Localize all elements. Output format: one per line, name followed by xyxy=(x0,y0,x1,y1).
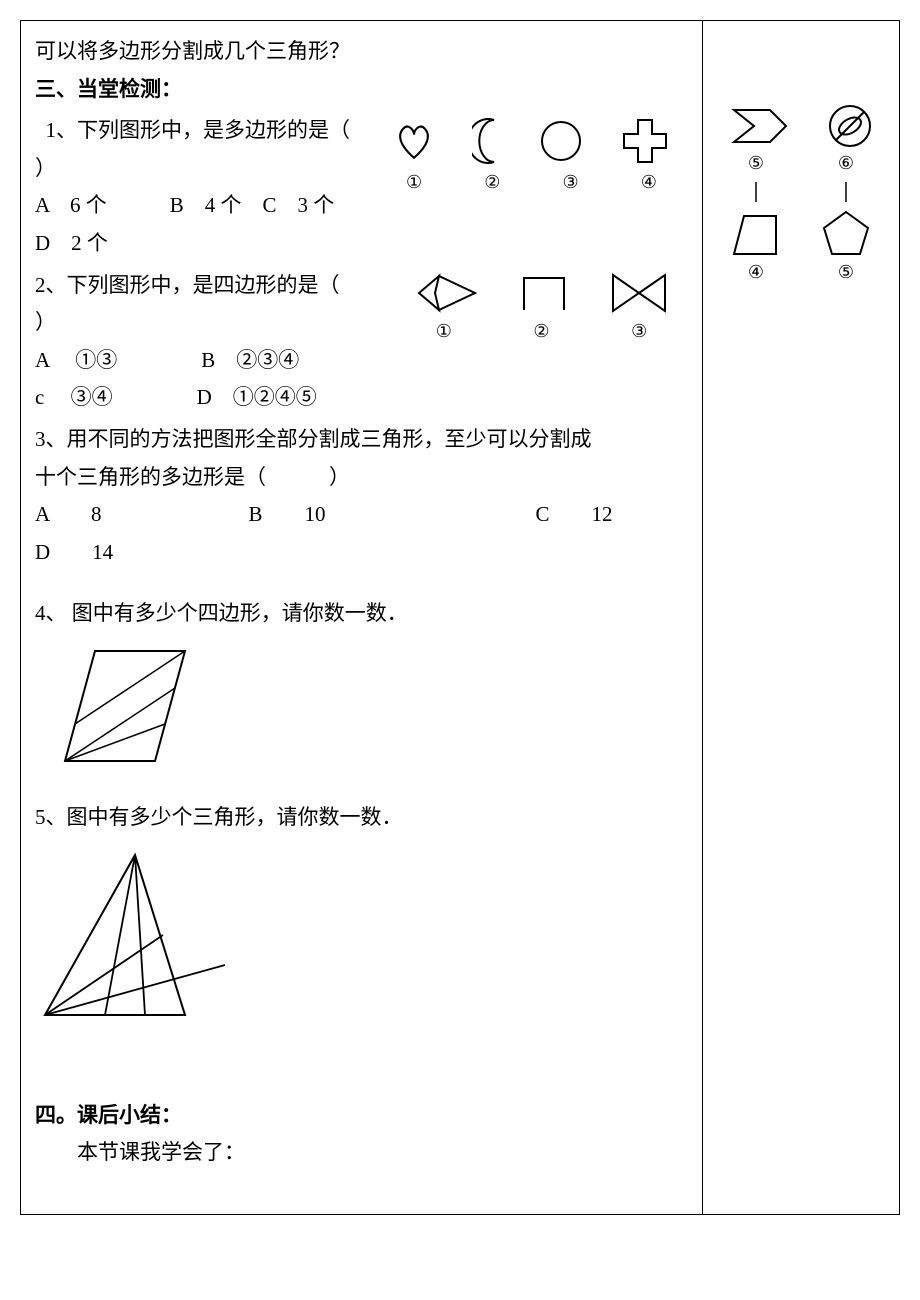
section4-body: 本节课我学会了： xyxy=(77,1136,688,1170)
intro-line: 可以将多边形分割成几个三角形？ xyxy=(35,35,688,69)
arrow-shape-icon xyxy=(415,272,479,314)
q2-label-2: ② xyxy=(533,321,549,342)
q1-stem-a: 1、下列图形中，是多边形的是（ xyxy=(46,114,376,148)
q5-stem: 5、图中有多少个三角形，请你数一数． xyxy=(35,801,688,835)
heart-icon xyxy=(393,120,435,162)
q2-label-4: ④ xyxy=(748,262,764,283)
q1-label-5: ⑤ xyxy=(748,153,764,174)
q1-figures xyxy=(375,116,688,166)
side-column: ⑤ ⑥ ④ ⑤ xyxy=(703,21,899,1214)
q4-figure xyxy=(55,641,688,771)
q2-label-3: ③ xyxy=(631,321,647,342)
q1-opts1: A 6 个 B 4 个 C 3 个 xyxy=(35,189,375,223)
tick-icon xyxy=(754,182,758,202)
cross-icon xyxy=(620,116,670,166)
q1-labels-main: ① ② ③ ④ xyxy=(375,172,688,193)
q3-line1: 3、用不同的方法把图形全部分割成三角形，至少可以分割成 xyxy=(35,423,688,457)
tick-icon xyxy=(844,182,848,202)
no-sign-icon xyxy=(827,103,873,149)
q5-figure xyxy=(35,845,688,1025)
q1-label-6: ⑥ xyxy=(838,153,854,174)
main-column: 可以将多边形分割成几个三角形？ 三、当堂检测： 1、下列图形中，是多边形的是（ … xyxy=(21,21,703,1214)
q3-opts: A 8 B 10 C 12 xyxy=(35,498,688,532)
pentagon-icon xyxy=(820,208,872,258)
q2-label-5: ⑤ xyxy=(838,262,854,283)
q1-label-1: ① xyxy=(406,172,422,193)
section3-heading: 三、当堂检测： xyxy=(35,73,688,107)
q3-line2: 十个三角形的多边形是（ ） xyxy=(35,461,688,495)
q1-stem-b: ） xyxy=(35,152,375,186)
page-border: 可以将多边形分割成几个三角形？ 三、当堂检测： 1、下列图形中，是多边形的是（ … xyxy=(20,20,900,1215)
q1-label-2: ② xyxy=(484,172,500,193)
q2-stem-b: ） xyxy=(35,306,395,340)
circle-icon xyxy=(539,119,583,163)
open-rect-icon xyxy=(518,272,570,314)
q2-row1: A ①③ B ②③④ xyxy=(35,344,395,378)
crescent-icon xyxy=(472,118,502,164)
q2-label-1: ① xyxy=(436,321,452,342)
q3-opts2: D 14 xyxy=(35,536,688,570)
bowtie-icon xyxy=(609,271,669,315)
q2-stem-a: 2、下列图形中，是四边形的是（ xyxy=(35,269,395,303)
q1-label-3: ③ xyxy=(563,172,579,193)
sigma-icon xyxy=(730,106,790,146)
q1-opts2: D 2 个 xyxy=(35,227,375,261)
quad-icon xyxy=(730,210,782,258)
q2-figures xyxy=(395,271,688,315)
q2-labels-main: ① ② ③ xyxy=(395,321,688,342)
q2-row2: c ③④ D ①②④⑤ xyxy=(35,381,395,415)
section4-heading: 四。课后小结： xyxy=(35,1099,688,1133)
q2-labels-side: ④ ⑤ xyxy=(711,262,891,283)
q1-label-4: ④ xyxy=(641,172,657,193)
q1-labels-side: ⑤ ⑥ xyxy=(711,153,891,174)
q4-stem: 4、 图中有多少个四边形，请你数一数． xyxy=(35,597,688,631)
